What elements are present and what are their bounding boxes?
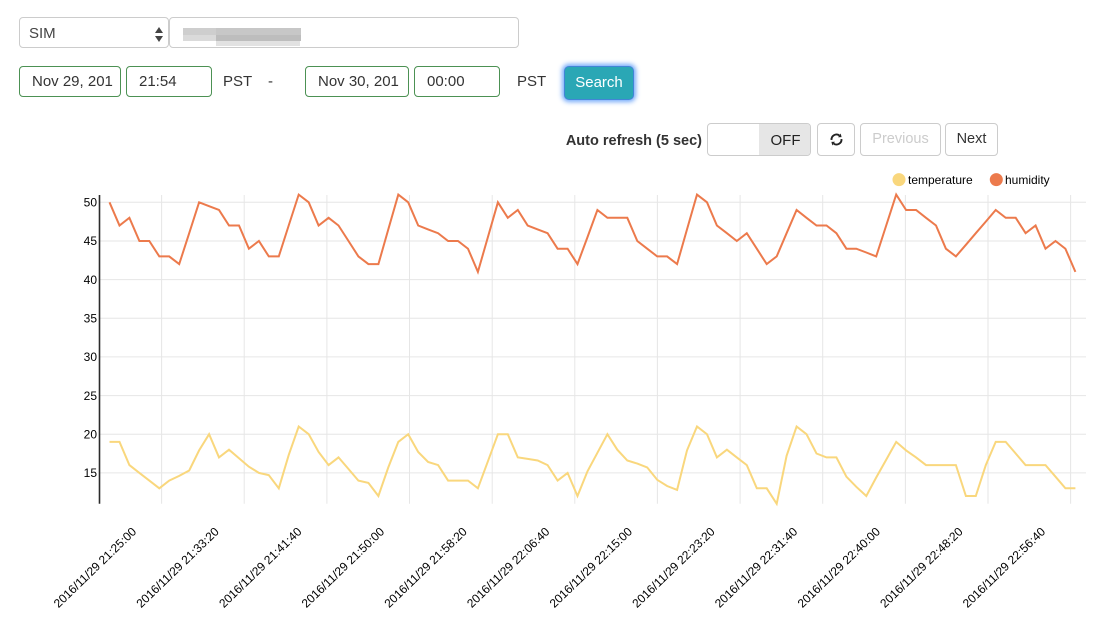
svg-text:50: 50 [84, 196, 98, 210]
svg-text:2016/11/29 21:50:00: 2016/11/29 21:50:00 [299, 524, 388, 610]
svg-text:45: 45 [84, 234, 98, 248]
svg-text:temperature: temperature [908, 173, 973, 187]
svg-text:2016/11/29 21:41:40: 2016/11/29 21:41:40 [216, 524, 305, 610]
svg-text:2016/11/29 21:33:20: 2016/11/29 21:33:20 [133, 524, 222, 610]
svg-text:2016/11/29 22:06:40: 2016/11/29 22:06:40 [464, 524, 553, 610]
svg-text:2016/11/29 22:56:40: 2016/11/29 22:56:40 [960, 524, 1049, 610]
svg-text:2016/11/29 22:15:00: 2016/11/29 22:15:00 [547, 524, 636, 610]
svg-text:40: 40 [84, 273, 98, 287]
svg-text:20: 20 [84, 427, 98, 441]
svg-text:2016/11/29 22:40:00: 2016/11/29 22:40:00 [795, 524, 884, 610]
svg-text:15: 15 [84, 466, 98, 480]
svg-text:2016/11/29 22:23:20: 2016/11/29 22:23:20 [629, 524, 718, 610]
svg-text:35: 35 [84, 311, 98, 325]
svg-text:30: 30 [84, 350, 98, 364]
svg-text:2016/11/29 22:31:40: 2016/11/29 22:31:40 [712, 524, 801, 610]
svg-text:humidity: humidity [1005, 173, 1050, 187]
svg-text:2016/11/29 21:58:20: 2016/11/29 21:58:20 [381, 524, 470, 610]
svg-text:25: 25 [84, 389, 98, 403]
svg-text:2016/11/29 22:48:20: 2016/11/29 22:48:20 [877, 524, 966, 610]
svg-text:2016/11/29 21:25:00: 2016/11/29 21:25:00 [51, 524, 140, 610]
